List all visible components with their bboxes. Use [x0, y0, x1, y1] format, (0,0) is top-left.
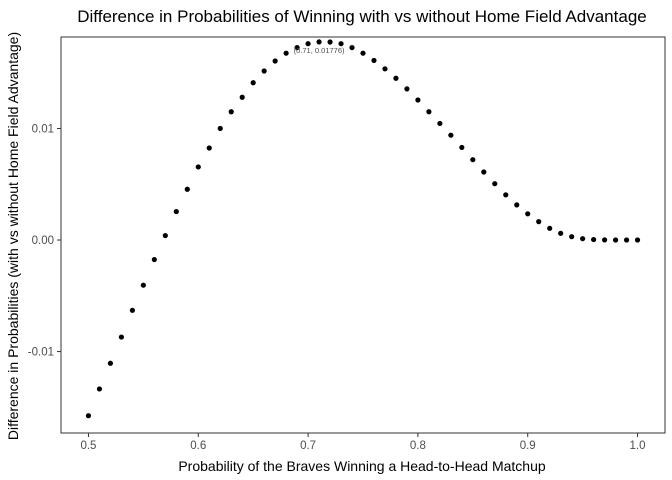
y-tick-label: -0.01 [28, 347, 54, 359]
data-point [140, 282, 146, 288]
data-point [129, 307, 135, 313]
data-point [558, 230, 564, 236]
y-axis-title: Difference in Probabilities (with vs wit… [5, 32, 21, 440]
data-point [404, 86, 410, 92]
data-point [514, 202, 520, 208]
data-point [382, 66, 388, 72]
x-tick-label: 0.5 [80, 440, 96, 452]
data-point [503, 192, 509, 198]
x-tick-label: 0.9 [520, 440, 536, 452]
data-point [272, 58, 278, 64]
data-point [437, 120, 443, 127]
data-point [602, 237, 608, 243]
data-point [195, 164, 201, 170]
data-point [459, 144, 465, 151]
data-point [426, 109, 432, 115]
data-point [206, 145, 212, 151]
data-point [415, 97, 421, 103]
y-tick-label: 0.00 [32, 235, 54, 247]
data-point [118, 334, 124, 340]
data-point [151, 256, 157, 263]
data-point [612, 237, 619, 243]
data-point [492, 181, 498, 187]
data-point [634, 237, 641, 243]
data-point [525, 211, 531, 217]
x-axis-title: Probability of the Braves Winning a Head… [178, 458, 546, 474]
data-point [305, 41, 311, 47]
chart-title: Difference in Probabilities of Winning w… [77, 7, 646, 26]
data-point [393, 75, 399, 81]
data-point [481, 169, 487, 175]
data-point [162, 232, 168, 239]
data-point [338, 41, 344, 47]
data-point [173, 208, 179, 215]
plot-panel [60, 36, 666, 434]
data-point [448, 132, 454, 138]
y-axis: -0.01 0.00 0.01 [28, 123, 61, 359]
data-point [250, 80, 256, 86]
peak-annotation: (0.71, 0.01776) [294, 46, 345, 55]
data-point [184, 186, 190, 192]
data-point [349, 44, 355, 51]
x-axis: 0.5 0.6 0.7 0.8 0.9 1.0 [80, 433, 646, 452]
data-point [327, 39, 333, 45]
data-point [96, 386, 103, 392]
x-tick-label: 0.6 [190, 440, 206, 452]
data-point [360, 50, 366, 56]
data-point [580, 236, 586, 242]
data-point [239, 94, 245, 100]
data-point [217, 125, 223, 132]
data-point [85, 413, 92, 419]
data-point [283, 50, 289, 56]
data-point [591, 236, 597, 243]
data-point [536, 219, 542, 225]
x-tick-label: 0.8 [410, 440, 426, 452]
data-point [547, 225, 553, 231]
data-point [261, 68, 267, 74]
data-points [85, 39, 641, 419]
data-point [371, 57, 377, 64]
data-point [623, 237, 630, 243]
data-point [569, 234, 575, 240]
data-point [470, 157, 476, 163]
data-point [316, 39, 322, 45]
data-point [228, 109, 234, 115]
x-tick-label: 1.0 [630, 440, 646, 452]
data-point [294, 44, 300, 51]
x-tick-label: 0.7 [300, 440, 316, 452]
data-point [107, 360, 114, 366]
y-tick-label: 0.01 [32, 123, 54, 135]
